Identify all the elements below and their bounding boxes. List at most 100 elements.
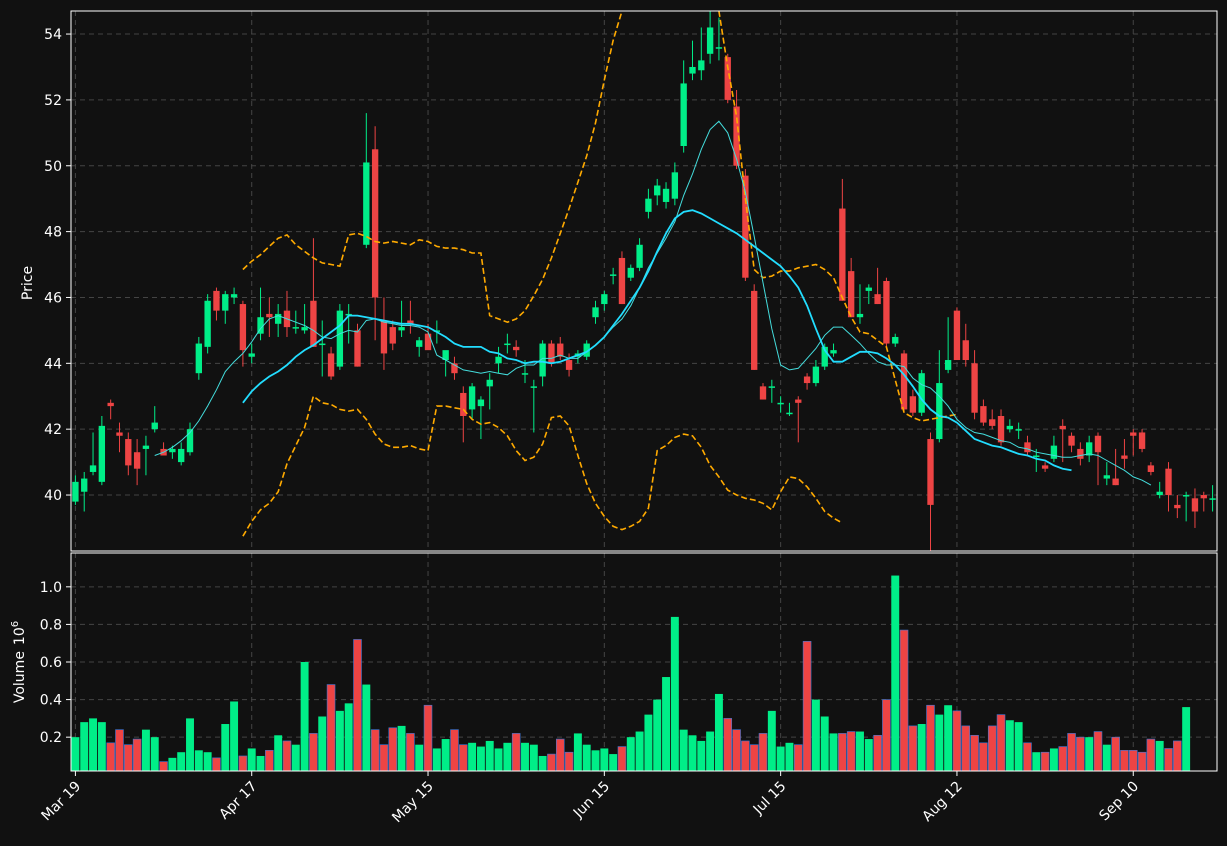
volume-bar-down xyxy=(749,744,759,771)
candle-body-down xyxy=(557,343,564,357)
candle-body-down xyxy=(1138,432,1146,449)
candle-body-up xyxy=(654,185,661,196)
candle-body-down xyxy=(1077,448,1084,459)
volume-bar-up xyxy=(468,742,477,771)
candle-body-up xyxy=(812,366,820,384)
candle-body-down xyxy=(759,386,767,400)
volume-bar-down xyxy=(617,746,627,771)
volume-bar-down xyxy=(353,639,362,771)
volume-bar-down xyxy=(547,753,556,771)
candle-body-down xyxy=(380,320,388,354)
volume-bar-down xyxy=(741,740,750,771)
candle-body-down xyxy=(971,363,978,413)
volume-bar-up xyxy=(662,677,671,771)
volume-bar-up xyxy=(503,742,512,771)
volume-bar-down xyxy=(132,738,142,771)
candle-body-down xyxy=(389,327,396,344)
volume-bar-down xyxy=(212,757,221,771)
candle-body-up xyxy=(504,343,511,346)
candle-body-up xyxy=(204,300,211,347)
candle-body-up xyxy=(142,445,150,449)
candle-body-up xyxy=(1015,429,1022,431)
candle-body-up xyxy=(230,294,238,298)
volume-bar-down xyxy=(970,734,979,771)
volume-bar-down xyxy=(1137,751,1147,771)
volume-bar-up xyxy=(714,693,723,771)
candle-body-up xyxy=(918,373,925,413)
volume-bar-up xyxy=(97,722,106,771)
volume-bar-up xyxy=(917,724,926,771)
candle-body-down xyxy=(927,439,934,505)
volume-bar-up xyxy=(150,737,159,771)
candle-body-up xyxy=(1209,498,1216,500)
bollinger-upper-line xyxy=(242,11,623,324)
volume-bar-up xyxy=(820,716,829,771)
candle-body-up xyxy=(601,294,608,305)
price-tick-label: 44 xyxy=(44,356,62,372)
candle-body-up xyxy=(892,336,899,344)
volume-bar-up xyxy=(609,754,618,771)
candle-body-down xyxy=(1147,465,1155,472)
volume-bar-up xyxy=(538,755,547,771)
volume-axis-label-text: Volume xyxy=(12,651,28,703)
volume-tick-label: 1.0 xyxy=(40,580,62,596)
volume-bar-down xyxy=(899,629,909,771)
candle-body-up xyxy=(698,60,705,71)
candle-body-down xyxy=(239,304,247,351)
candle-body-down xyxy=(1191,498,1199,512)
candle-body-down xyxy=(116,432,123,436)
price-panel: 40 42 44 46 48 50 52 54 xyxy=(44,10,1218,552)
candle-body-down xyxy=(874,294,881,305)
candle-body-up xyxy=(680,83,687,146)
volume-bar-up xyxy=(300,662,309,771)
volume-panel-frame xyxy=(70,552,1218,772)
price-panel-frame xyxy=(70,10,1218,552)
candle-body-down xyxy=(795,399,802,403)
candle-body-up xyxy=(336,310,344,367)
volume-bar-up xyxy=(600,748,609,771)
volume-bar-up xyxy=(1032,752,1041,771)
volume-bar-down xyxy=(794,744,803,771)
volume-bar-up xyxy=(247,748,256,771)
candle-body-up xyxy=(257,317,264,334)
volume-bar-down xyxy=(952,710,962,771)
volume-bar-up xyxy=(80,722,89,771)
price-tick-label: 42 xyxy=(44,422,62,438)
candle-body-down xyxy=(1041,465,1049,469)
volume-bar-up xyxy=(635,731,644,771)
candle-body-down xyxy=(407,320,414,324)
volume-tick-label: 0.8 xyxy=(40,617,62,633)
candle-body-up xyxy=(363,162,370,245)
candle-body-down xyxy=(618,257,626,305)
candle-body-down xyxy=(953,310,961,361)
candle-body-up xyxy=(539,343,546,377)
candle-body-up xyxy=(72,481,79,502)
candle-body-down xyxy=(839,208,846,301)
candle-body-down xyxy=(1165,468,1172,496)
candle-body-down xyxy=(989,419,996,426)
volume-bar-down xyxy=(370,729,380,771)
volume-axis-label: Volume 106 xyxy=(10,621,28,703)
volume-bar-down xyxy=(1040,751,1050,771)
candle-body-down xyxy=(1174,504,1181,509)
price-axis-label: Price xyxy=(20,266,36,300)
candle-body-up xyxy=(222,294,229,311)
volume-bar-down xyxy=(979,742,988,771)
volume-bar-up xyxy=(485,740,494,771)
candle-body-up xyxy=(1156,491,1163,496)
volume-bar-up xyxy=(653,699,662,771)
volume-bar-up xyxy=(203,752,212,771)
volume-bar-up xyxy=(521,742,529,771)
volume-bar-down xyxy=(882,699,891,771)
volume-bar-up xyxy=(811,699,820,771)
candle-body-down xyxy=(460,392,467,416)
volume-bar-up xyxy=(194,750,203,771)
volume-bar-down xyxy=(846,731,856,771)
volume-bar-up xyxy=(1182,707,1191,771)
candle-body-up xyxy=(151,422,158,430)
volume-bar-up xyxy=(274,735,283,771)
candle-body-up xyxy=(477,399,485,407)
volume-bar-up xyxy=(1155,740,1164,771)
volume-bar-down xyxy=(996,714,1006,771)
volume-bar-up xyxy=(785,742,794,771)
